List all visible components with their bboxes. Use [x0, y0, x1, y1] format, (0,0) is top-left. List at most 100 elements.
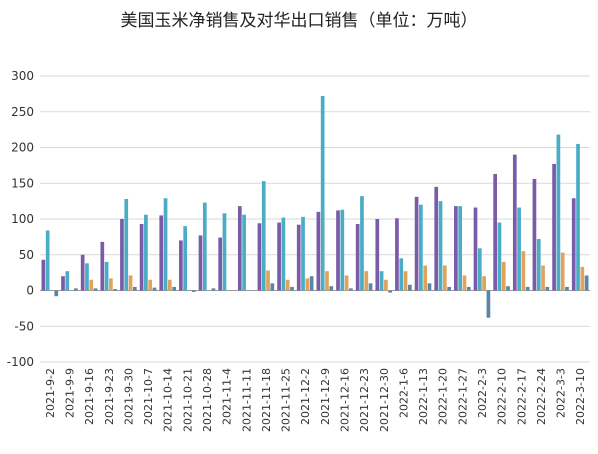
bar — [148, 279, 153, 291]
bar — [355, 224, 360, 291]
bar — [447, 286, 451, 291]
bar — [414, 196, 419, 291]
bar — [399, 258, 404, 291]
x-tick-label: 2022-2-24 — [535, 368, 548, 425]
bar — [281, 217, 286, 291]
x-tick-label: 2021-12-30 — [378, 368, 391, 432]
bar — [466, 286, 471, 291]
bar — [124, 198, 129, 291]
bar — [379, 271, 384, 291]
bar — [442, 265, 447, 291]
bar — [552, 163, 556, 291]
bar — [545, 286, 550, 291]
x-tick-label: 2022-3-3 — [555, 368, 568, 418]
y-tick-label: 150 — [11, 176, 34, 190]
bars — [41, 96, 589, 318]
bar — [139, 224, 144, 291]
x-tick-label: 2022-1-27 — [456, 368, 469, 425]
chart-title: 美国玉米净销售及对华出口销售（单位：万吨） — [120, 11, 478, 31]
x-tick-label: 2022-3-10 — [574, 368, 587, 425]
bar — [473, 207, 478, 291]
x-tick-label: 2021-10-28 — [201, 368, 214, 432]
bar — [93, 288, 98, 291]
bar — [172, 286, 176, 291]
bar — [183, 226, 188, 291]
x-tick-label: 2021-9-2 — [44, 368, 57, 418]
bar — [290, 286, 294, 291]
bar — [375, 219, 380, 291]
bar — [349, 288, 353, 291]
x-tick-label: 2021-11-25 — [280, 368, 293, 432]
x-tick-label: 2021-12-16 — [339, 368, 352, 432]
bar — [325, 271, 329, 291]
bar — [270, 283, 275, 291]
bar — [257, 223, 262, 291]
bar — [113, 289, 118, 291]
bar — [525, 286, 530, 291]
bar — [360, 196, 364, 291]
bar — [438, 201, 443, 291]
bar — [222, 213, 227, 291]
x-tick-label: 2021-12-9 — [319, 368, 332, 425]
bar — [305, 278, 310, 291]
bar — [237, 206, 242, 291]
x-tick-label: 2022-1-6 — [397, 368, 410, 418]
bar — [120, 219, 124, 291]
bar — [191, 290, 196, 292]
bar — [571, 198, 576, 291]
x-tick-label: 2021-11-11 — [240, 368, 253, 432]
x-tick-label: 2022-2-10 — [496, 368, 509, 425]
x-tick-label: 2021-11-4 — [221, 368, 234, 425]
x-tick-label: 2021-10-7 — [142, 368, 155, 425]
x-tick-label: 2021-10-21 — [181, 368, 194, 432]
bar — [179, 240, 183, 291]
y-tick-label: -50 — [14, 319, 34, 333]
bar — [242, 214, 246, 291]
bar — [521, 251, 526, 291]
bar — [80, 254, 85, 291]
x-tick-label: 2022-1-20 — [437, 368, 450, 425]
bar — [61, 276, 65, 291]
bar — [54, 290, 59, 297]
bar — [407, 284, 412, 291]
bar — [388, 290, 393, 293]
x-tick-label: 2022-1-13 — [417, 368, 430, 425]
bar — [159, 215, 164, 291]
bar — [458, 206, 463, 291]
bar — [384, 279, 388, 291]
bar — [560, 252, 565, 291]
bar — [462, 275, 467, 291]
bar — [517, 207, 521, 291]
bar — [576, 143, 580, 291]
x-tick-label: 2022-2-17 — [515, 368, 528, 425]
bar — [501, 261, 506, 291]
y-axis-ticks: -100 -50 0 50 100 150 200 250 300 — [7, 69, 34, 369]
x-tick-label: 2021-10-14 — [162, 368, 175, 432]
bar — [89, 279, 94, 291]
bar — [301, 216, 305, 291]
bar — [482, 276, 486, 291]
x-tick-label: 2021-9-30 — [122, 368, 135, 425]
bar — [395, 218, 399, 291]
bar — [454, 206, 458, 291]
bar — [296, 224, 301, 291]
bar — [266, 270, 270, 291]
bar — [316, 211, 321, 291]
x-tick-label: 2021-12-2 — [299, 368, 312, 425]
bar — [309, 276, 314, 291]
bar — [556, 134, 561, 291]
bar — [336, 210, 340, 291]
bar — [202, 202, 207, 291]
x-tick-label: 2021-9-23 — [103, 368, 116, 425]
bar — [277, 222, 281, 291]
bar — [493, 173, 498, 291]
bar — [506, 286, 510, 291]
bar — [132, 286, 137, 291]
y-tick-label: 0 — [26, 284, 34, 298]
bar — [41, 259, 46, 291]
bar — [427, 283, 432, 291]
x-tick-label: 2021-9-9 — [64, 368, 77, 418]
bar — [419, 204, 423, 291]
y-tick-label: 100 — [11, 212, 34, 226]
